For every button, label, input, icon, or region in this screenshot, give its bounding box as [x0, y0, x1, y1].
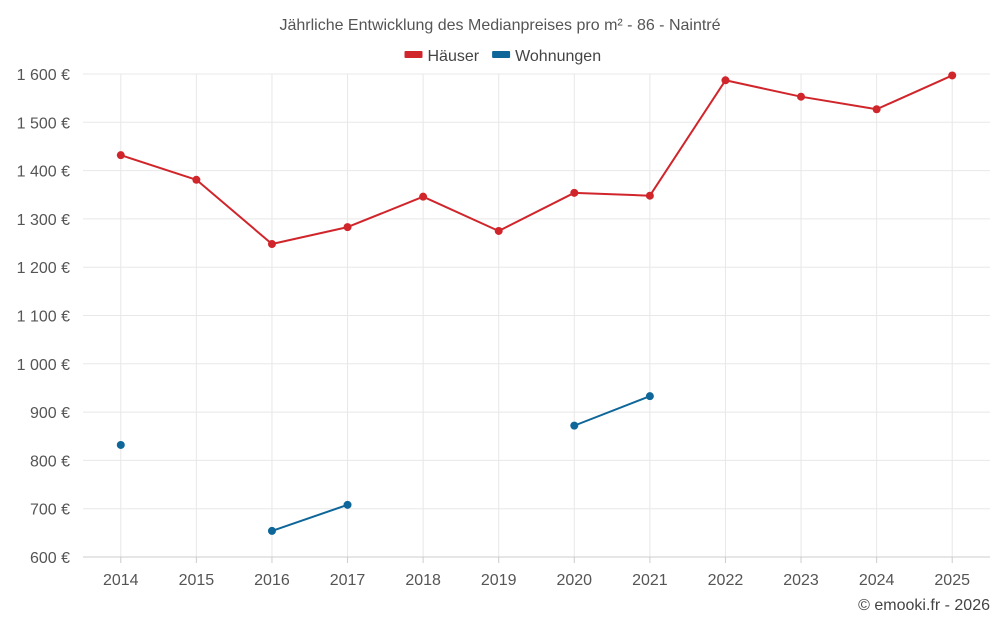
grid	[83, 73, 990, 558]
data-point	[645, 392, 654, 401]
x-tick-label: 2019	[481, 572, 517, 589]
axes: 600 € 700 € 800 € 900 € 1 000 € 1 100 € 1 200 …	[17, 67, 990, 589]
series-line-segment	[270, 226, 349, 246]
y-tick-label: 600 €	[30, 550, 70, 567]
data-point	[343, 223, 352, 232]
y-tick-label: 1 000 €	[17, 357, 70, 374]
x-tick-label: 2016	[254, 572, 290, 589]
data-point	[116, 440, 125, 449]
series-line-segment	[875, 74, 954, 111]
series-line-segment	[346, 195, 425, 229]
x-tick-label: 2021	[632, 572, 668, 589]
credit-text: © emooki.fr - 2026	[858, 597, 990, 614]
series-line-segment	[119, 154, 198, 181]
series-line-segment	[648, 79, 727, 197]
data-point	[494, 226, 503, 235]
series-line-segment	[573, 191, 651, 197]
y-tick-label: 1 300 €	[17, 212, 70, 229]
legend-label: Häuser	[428, 48, 480, 65]
legend-label: Wohnungen	[515, 48, 601, 65]
y-tick-label: 1 600 €	[17, 67, 70, 84]
series-line-segment	[270, 503, 349, 532]
series-1	[116, 392, 654, 535]
data-point	[343, 500, 352, 509]
data-point	[645, 191, 654, 200]
legend-swatch	[492, 51, 511, 58]
series-0	[116, 71, 957, 249]
chart-title: Jährliche Entwicklung des Medianpreises …	[279, 17, 720, 34]
data-point	[419, 192, 428, 201]
series-line-segment	[195, 178, 273, 246]
x-tick-label: 2017	[330, 572, 366, 589]
series-line-segment	[497, 191, 576, 232]
x-tick-label: 2025	[934, 572, 970, 589]
x-tick-label: 2024	[859, 572, 895, 589]
y-tick-label: 1 500 €	[17, 115, 70, 132]
legend: Häuser Wohnungen	[404, 48, 601, 65]
data-point	[267, 240, 276, 249]
y-tick-label: 700 €	[30, 502, 70, 519]
series-line-segment	[573, 395, 651, 427]
x-tick-label: 2015	[179, 572, 215, 589]
series	[116, 71, 957, 535]
x-tick-label: 2014	[103, 572, 139, 589]
data-point	[721, 76, 730, 85]
data-point	[797, 92, 806, 101]
data-point	[872, 105, 881, 114]
y-tick-label: 800 €	[30, 453, 70, 470]
x-tick-label: 2022	[708, 572, 744, 589]
legend-swatch	[404, 51, 423, 58]
data-point	[570, 188, 579, 197]
series-line-segment	[724, 79, 803, 98]
y-tick-label: 1 200 €	[17, 260, 70, 277]
data-point	[192, 175, 201, 184]
x-tick-label: 2020	[556, 572, 592, 589]
y-tick-label: 1 100 €	[17, 309, 70, 326]
x-tick-label: 2018	[405, 572, 441, 589]
x-tick-label: 2023	[783, 572, 819, 589]
series-line-segment	[422, 195, 500, 232]
data-point	[570, 421, 579, 430]
series-line-segment	[800, 95, 878, 111]
y-tick-label: 900 €	[30, 405, 70, 422]
y-tick-label: 1 400 €	[17, 164, 70, 181]
data-point	[116, 151, 125, 160]
data-point	[948, 71, 957, 80]
data-point	[267, 526, 276, 535]
